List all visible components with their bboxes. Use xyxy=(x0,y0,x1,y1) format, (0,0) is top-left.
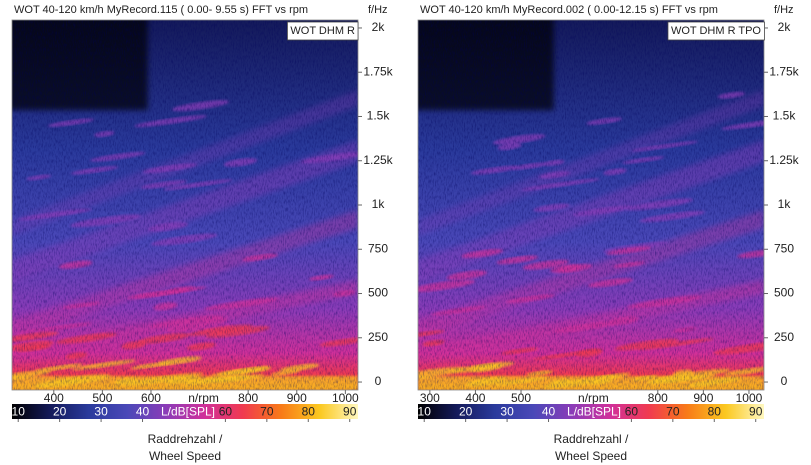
x-tick-label: 400 xyxy=(465,391,485,405)
colorbar xyxy=(12,404,358,419)
colorbar-tick-label: 40 xyxy=(136,405,150,419)
x-axis-label: Wheel Speed xyxy=(555,449,627,463)
y-tick-label: 1.75k xyxy=(769,64,799,78)
x-tick-label: 900 xyxy=(693,391,713,405)
colorbar-tick-label: 30 xyxy=(500,405,514,419)
x-tick-label: 900 xyxy=(287,391,307,405)
y-tick-label: 750 xyxy=(774,241,794,255)
y-tick-label: 500 xyxy=(774,286,794,300)
x-tick-label: 1000 xyxy=(736,391,763,405)
y-tick-label: 250 xyxy=(368,330,388,344)
x-unit: n/rpm xyxy=(578,391,609,405)
colorbar-tick-label: 70 xyxy=(666,405,680,419)
colorbar-tick-label: 30 xyxy=(94,405,108,419)
x-axis-label: Raddrehzahl / xyxy=(554,432,629,446)
colorbar-tick-label: 70 xyxy=(260,405,274,419)
colorbar-label: L/dB[SPL] xyxy=(161,405,215,419)
spectrogram xyxy=(12,20,358,390)
colorbar-tick-label: 60 xyxy=(219,405,233,419)
y-tick-label: 1.25k xyxy=(769,153,799,167)
x-tick-label: 800 xyxy=(648,391,668,405)
colorbar-tick-label: 40 xyxy=(542,405,556,419)
y-tick-label: 2k xyxy=(778,20,792,34)
x-tick-label: 800 xyxy=(238,391,258,405)
y-unit: f/Hz xyxy=(774,4,794,16)
x-unit: n/rpm xyxy=(188,391,219,405)
y-tick-label: 1.5k xyxy=(367,109,391,123)
y-tick-label: 2k xyxy=(372,20,386,34)
colorbar-tick-label: 20 xyxy=(459,405,473,419)
y-tick-label: 250 xyxy=(774,330,794,344)
chart-title: WOT 40-120 km/h MyRecord.002 ( 0.00-12.1… xyxy=(420,4,718,16)
x-axis-label: Wheel Speed xyxy=(149,449,221,463)
colorbar-tick-label: 60 xyxy=(625,405,639,419)
y-tick-label: 0 xyxy=(375,374,382,388)
x-axis-label: Raddrehzahl / xyxy=(148,432,223,446)
colorbar-tick-label: 90 xyxy=(749,405,763,419)
legend-box xyxy=(287,21,359,41)
colorbar-label: L/dB[SPL] xyxy=(567,405,621,419)
legend-label: WOT DHM R xyxy=(290,25,355,37)
y-tick-label: 1.75k xyxy=(363,64,393,78)
colorbar-tick-label: 10 xyxy=(418,405,432,419)
x-tick-label: 1000 xyxy=(332,391,359,405)
y-tick-label: 0 xyxy=(781,374,788,388)
legend-box xyxy=(667,21,765,41)
y-tick-label: 750 xyxy=(368,241,388,255)
colorbar xyxy=(418,404,764,419)
y-tick-label: 1.25k xyxy=(363,153,393,167)
spectrogram xyxy=(418,20,764,390)
y-tick-label: 500 xyxy=(368,286,388,300)
spectrogram-noise xyxy=(418,20,764,390)
colorbar-tick-label: 80 xyxy=(708,405,722,419)
x-tick-label: 400 xyxy=(44,391,64,405)
colorbar-tick-label: 90 xyxy=(343,405,357,419)
y-unit: f/Hz xyxy=(368,4,388,16)
x-tick-label: 300 xyxy=(420,391,440,405)
y-tick-label: 1k xyxy=(372,197,386,211)
chart-title: WOT 40-120 km/h MyRecord.115 ( 0.00- 9.5… xyxy=(14,4,308,16)
x-tick-label: 600 xyxy=(141,391,161,405)
colorbar-tick-label: 10 xyxy=(12,405,26,419)
x-tick-label: 500 xyxy=(511,391,531,405)
colorbar-tick-label: 80 xyxy=(302,405,316,419)
y-tick-label: 1k xyxy=(778,197,792,211)
colorbar-tick-label: 20 xyxy=(53,405,67,419)
spectrogram-noise xyxy=(12,20,358,390)
x-tick-label: 500 xyxy=(92,391,112,405)
legend-label: WOT DHM R TPO xyxy=(671,25,761,37)
y-tick-label: 1.5k xyxy=(773,109,797,123)
